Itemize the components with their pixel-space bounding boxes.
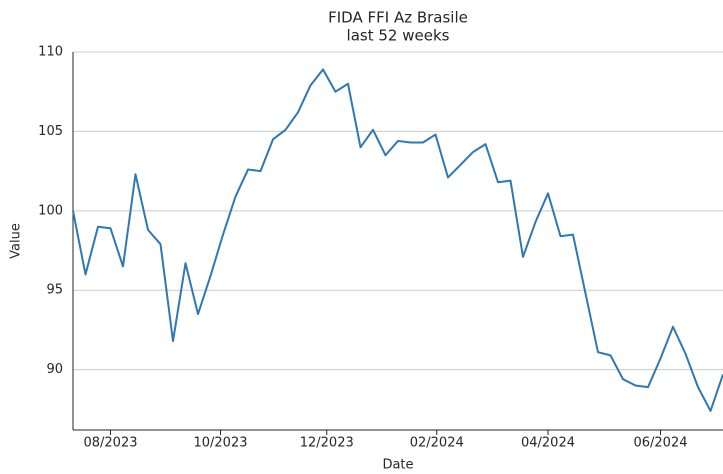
data-line [72, 68, 723, 412]
x-tick-label: 06/2024 [633, 436, 687, 451]
chart-title: FIDA FFI Az Brasile [328, 9, 468, 27]
x-tick-label: 12/2023 [300, 436, 354, 451]
x-axis-label: Date [382, 458, 413, 473]
y-tick-label: 110 [38, 45, 63, 60]
y-tick-label: 100 [38, 203, 63, 218]
chart-subtitle: last 52 weeks [347, 27, 450, 45]
y-tick-label: 105 [38, 124, 63, 139]
x-tick-label: 10/2023 [193, 436, 247, 451]
x-tick-label: 08/2023 [83, 436, 137, 451]
y-tick-label: 95 [46, 283, 63, 298]
y-tick-label: 90 [46, 362, 63, 377]
x-tick-label: 04/2024 [521, 436, 575, 451]
y-axis-label: Value [9, 223, 24, 259]
x-tick-label: 02/2024 [410, 436, 464, 451]
